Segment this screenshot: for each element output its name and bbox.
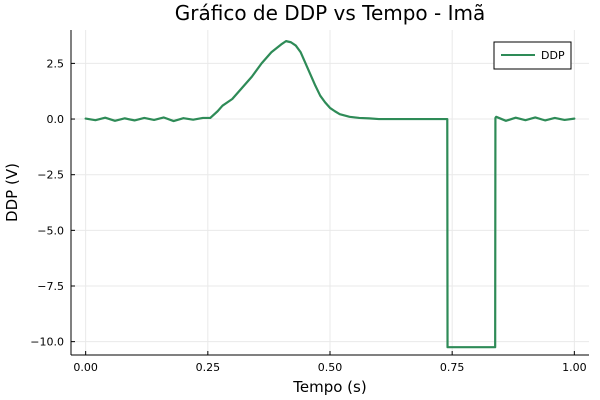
series-line-ddp (84, 40, 576, 349)
chart-title: Gráfico de DDP vs Tempo - Imã (175, 1, 485, 25)
y-tick-label: 0.0 (47, 113, 65, 126)
x-ticks: 0.00 0.25 0.50 0.75 1.00 (73, 351, 587, 374)
y-tick-label: −2.5 (37, 169, 64, 182)
x-tick-label: 0.25 (196, 361, 221, 374)
y-tick-label: 2.5 (47, 57, 65, 70)
legend-label-ddp: DDP (541, 49, 565, 62)
x-tick-label: 0.75 (440, 361, 465, 374)
y-tick-label: −5.0 (37, 224, 64, 237)
legend: DDP (493, 41, 572, 70)
x-tick-label: 0.50 (318, 361, 343, 374)
y-axis-label: DDP (V) (3, 163, 21, 222)
x-tick-label: 0.00 (73, 361, 98, 374)
y-ticks: 2.5 0.0 −2.5 −5.0 −7.5 −10.0 (30, 57, 75, 349)
series-layer (84, 40, 576, 349)
x-tick-label: 1.00 (562, 361, 587, 374)
grid (71, 30, 589, 355)
y-tick-label: −7.5 (37, 280, 64, 293)
y-tick-label: −10.0 (30, 336, 64, 349)
x-axis-label: Tempo (s) (292, 378, 366, 396)
